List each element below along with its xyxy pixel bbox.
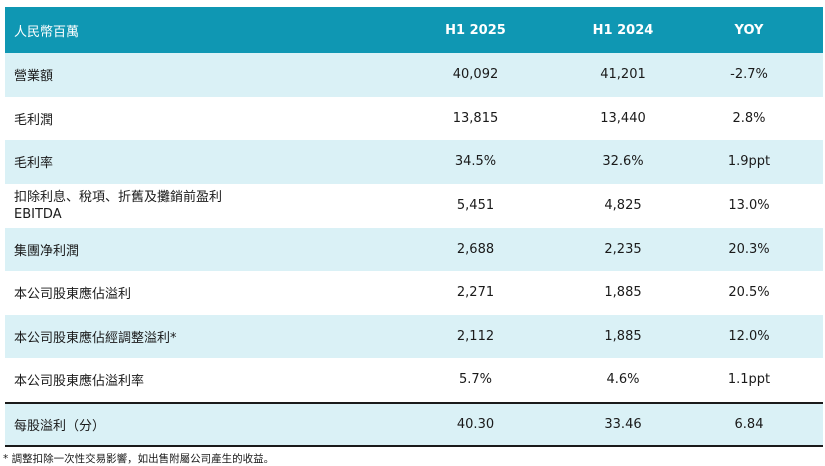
row-label: 每股溢利（分）	[14, 418, 106, 434]
cell-h1-2025: 2,271	[456, 285, 495, 301]
header-yoy: YOY	[734, 22, 764, 38]
cell-yoy: 6.84	[734, 416, 764, 432]
cell-h1-2024: 41,201	[600, 67, 646, 83]
table-row-profit-margin: 本公司股東應佔溢利率 5.7% 4.6% 1.1ppt	[5, 358, 823, 402]
cell-h1-2024: 2,235	[604, 241, 642, 257]
cell-yoy: 20.5%	[728, 285, 770, 301]
cell-h1-2025: 40,092	[452, 67, 499, 83]
cell-h1-2024: 4.6%	[606, 372, 640, 388]
cell-h1-2025: 2,688	[456, 241, 495, 257]
cell-h1-2024: 13,440	[600, 110, 646, 126]
cell-yoy: 20.3%	[728, 241, 770, 257]
cell-h1-2025: 40.30	[456, 416, 495, 432]
cell-h1-2025: 5,451	[456, 198, 495, 213]
row-label: 本公司股東應佔溢利率	[14, 374, 145, 390]
cell-yoy: 1.1ppt	[727, 372, 771, 388]
cell-yoy: 1.9ppt	[727, 154, 771, 170]
table-row-ebitda: 扣除利息、稅項、折舊及攤銷前盈利 EBITDA 5,451 4,825 13.0…	[5, 183, 823, 228]
table-row-group-net-profit: 集團净利潤 2,688 2,235 20.3%	[5, 227, 823, 271]
row-label: 集團净利潤	[14, 243, 80, 259]
cell-h1-2025: 34.5%	[454, 154, 497, 170]
cell-h1-2024: 1,885	[604, 328, 642, 344]
table-row-adjusted-profit: 本公司股東應佔經調整溢利* 2,112 1,885 12.0%	[5, 314, 823, 358]
cell-yoy: 2.8%	[732, 110, 766, 126]
cell-h1-2024: 1,885	[604, 285, 642, 301]
cell-h1-2025: 13,815	[452, 110, 499, 126]
cell-yoy: -2.7%	[730, 67, 768, 83]
header-h1-2025: H1 2025	[445, 22, 506, 38]
row-label: 本公司股東應佔溢利	[14, 287, 132, 303]
row-label: 毛利潤	[14, 112, 54, 128]
footnote: * 調整扣除一次性交易影響，如出售附屬公司產生的收益。	[3, 453, 275, 465]
table-header: 人民幣百萬 H1 2025 H1 2024 YOY	[5, 7, 823, 53]
header-currency-label: 人民幣百萬	[14, 24, 80, 40]
cell-yoy: 13.0%	[728, 198, 770, 213]
cell-yoy: 12.0%	[728, 328, 770, 344]
header-h1-2024: H1 2024	[592, 22, 654, 38]
cell-h1-2024: 32.6%	[602, 154, 644, 170]
financial-table: 人民幣百萬 H1 2025 H1 2024 YOY 營業額 40,092 41,…	[5, 7, 823, 447]
row-label-line2: EBITDA	[14, 206, 62, 222]
row-label: 扣除利息、稅項、折舊及攤銷前盈利 EBITDA	[5, 189, 380, 223]
cell-h1-2025: 2,112	[456, 328, 495, 344]
row-label: 毛利率	[14, 156, 54, 172]
row-label-line1: 扣除利息、稅項、折舊及攤銷前盈利	[14, 189, 223, 205]
cell-h1-2024: 33.46	[604, 416, 642, 432]
table-row-gross-profit: 毛利潤 13,815 13,440 2.8%	[5, 96, 823, 140]
table-row-attributable-profit: 本公司股東應佔溢利 2,271 1,885 20.5%	[5, 271, 823, 315]
table-row-eps: 每股溢利（分） 40.30 33.46 6.84	[5, 401, 823, 447]
row-label: 營業額	[14, 69, 54, 85]
table-row-revenue: 營業額 40,092 41,201 -2.7%	[5, 53, 823, 97]
row-label: 本公司股東應佔經調整溢利*	[14, 330, 177, 346]
cell-h1-2025: 5.7%	[458, 372, 493, 388]
cell-h1-2024: 4,825	[604, 198, 642, 213]
table-row-gross-margin: 毛利率 34.5% 32.6% 1.9ppt	[5, 140, 823, 184]
